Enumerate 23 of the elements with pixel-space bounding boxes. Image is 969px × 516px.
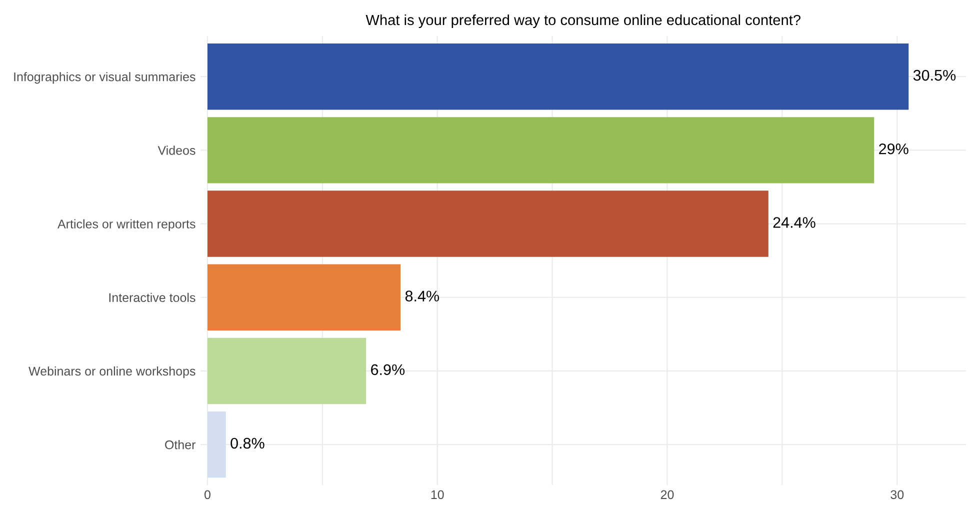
bar (207, 264, 401, 330)
y-tick-label: Other (165, 440, 196, 450)
y-tick-label: Videos (158, 146, 196, 155)
x-tick-label: 30 (890, 490, 904, 500)
bar (207, 43, 909, 110)
y-tick-label: Webinars or online workshops (28, 366, 196, 378)
bar (207, 338, 366, 404)
chart-title: What is your preferred way to consume online educational content? (366, 14, 800, 28)
x-tick-label: 0 (204, 490, 210, 500)
data-label: 0.8% (230, 438, 264, 449)
data-label: 29% (879, 143, 908, 154)
data-label: 8.4% (405, 290, 440, 302)
data-label: 24.4% (773, 217, 816, 228)
bar (207, 117, 874, 184)
x-tick-label: 20 (660, 490, 674, 500)
bar (207, 190, 768, 257)
bar (207, 411, 226, 478)
y-tick-label: Interactive tools (109, 292, 196, 302)
y-tick-label: Infographics or visual summaries (14, 72, 196, 84)
data-label: 6.9% (371, 364, 405, 376)
x-tick-label: 10 (431, 490, 444, 500)
y-tick-label: Articles or written reports (58, 219, 196, 231)
data-label: 30.5% (913, 70, 956, 81)
